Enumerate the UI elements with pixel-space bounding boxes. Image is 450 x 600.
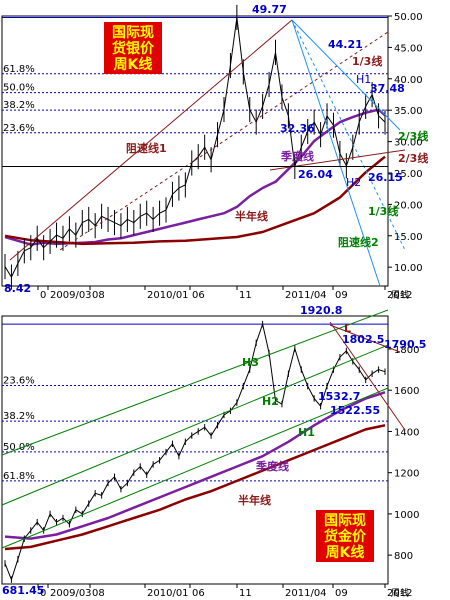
x-tick-label: 11 [239, 290, 252, 301]
price-label: 1522.55 [330, 404, 380, 417]
y-tick-label: 15.00 [394, 232, 423, 243]
series-line-half-year-ma [4, 155, 386, 246]
annotation-label: H2 [346, 176, 361, 189]
l-line [329, 324, 401, 353]
chart-title: 国际现 [112, 25, 154, 41]
x-tick-label: 08 [92, 588, 105, 599]
fib-label: 50.0% [3, 83, 35, 94]
price-label: 1790.5 [384, 338, 426, 351]
chart-title: 国际现 [324, 513, 366, 529]
annotation-label: 半年线 [238, 493, 271, 507]
x-tick-label: 2010/01 [147, 290, 189, 301]
price-label: 8.42 [4, 282, 31, 295]
x-tick-label: 2012 [387, 290, 412, 301]
series-line-quarter-ma [4, 391, 386, 540]
annotation-label: 1/3线 [352, 54, 382, 68]
price-label: 26.15 [368, 171, 403, 184]
y-tick-label: 30.00 [394, 138, 423, 149]
fan-line [291, 19, 401, 131]
annotation-label: H1 [356, 73, 371, 86]
title-box [316, 510, 374, 562]
y-tick-label: 1800 [394, 345, 419, 356]
chart-title: 周K线 [114, 56, 153, 73]
x-tick-label: 0 [40, 588, 46, 599]
fib-label: 61.8% [3, 64, 35, 75]
fib-label: 23.6% [3, 123, 35, 134]
x-tick-label: 2010/01 [147, 588, 189, 599]
fib-label: 38.2% [3, 411, 35, 422]
series-line-price [4, 323, 386, 581]
y-tick-label: 10.00 [394, 263, 423, 274]
price-label: 44.21 [328, 38, 363, 51]
annotation-label: 季度线 [280, 149, 314, 163]
x-tick-label: 2011/04 [285, 290, 327, 301]
title-box [104, 22, 162, 74]
price-label: 49.77 [252, 3, 287, 16]
price-label: 26.04 [298, 168, 333, 181]
plot-frame [1, 15, 389, 287]
x-tick-label: 11 [239, 588, 252, 599]
annotation-label: 2/3线 [398, 129, 428, 143]
resistance-line-2 [291, 19, 381, 287]
series-line-half-year-ma [4, 424, 386, 551]
y-tick-label: 1400 [394, 427, 419, 438]
annotation-label: H2 [262, 395, 279, 408]
annotation-label: H1 [298, 426, 315, 439]
x-tick-label: 2012 [387, 588, 412, 599]
x-tick-label: 06 [192, 588, 205, 599]
annotation-label: 阻速线2 [338, 235, 379, 249]
x-tick-label: 0 [40, 290, 46, 301]
x-tick-label: 09 [335, 290, 348, 301]
x-axis-label: 周线 [391, 289, 409, 301]
y-tick-label: 1600 [394, 386, 419, 397]
y-tick-label: 800 [394, 551, 413, 562]
x-tick-label: 2011/04 [285, 588, 327, 599]
annotation-label: 季度线 [255, 459, 289, 473]
annotation-label: H3 [242, 356, 259, 369]
chart-title: 货银价 [111, 40, 155, 57]
x-tick-label: 06 [192, 290, 205, 301]
resistance-line-1 [9, 19, 293, 261]
y-tick-label: 20.00 [394, 200, 423, 211]
chart-title: 货金价 [323, 528, 367, 545]
chart-panel-gold: 23.6% 38.2% 50.0% 61.8% 1800 1600 1400 1200 1000… [1, 315, 419, 599]
price-label: 32.36 [280, 122, 315, 135]
y-tick-label: 45.00 [394, 43, 423, 54]
channel-line-h1 [1, 387, 389, 549]
fib-label: 23.6% [3, 375, 35, 386]
price-label: 681.45 [2, 584, 44, 597]
y-tick-label: 1200 [394, 469, 419, 480]
fib-label: 61.8% [3, 471, 35, 482]
fib-label: 50.0% [3, 442, 35, 453]
price-label: 37.48 [370, 82, 405, 95]
x-tick-label: 08 [92, 290, 105, 301]
y-tick-label: 50.00 [394, 12, 423, 23]
annotation-label: 阻速线1 [126, 141, 167, 155]
channel-line-h2 [1, 344, 389, 506]
x-axis-label: 周线 [391, 587, 409, 599]
price-label: 1532.7 [318, 390, 360, 403]
chart-title: 周K线 [326, 544, 365, 561]
y-tick-label: 35.00 [394, 106, 423, 117]
resistance-line-2b [291, 19, 406, 251]
fib-label: 38.2% [3, 100, 35, 111]
annotation-label: L [344, 322, 351, 335]
x-tick-label: 2009/03 [50, 588, 92, 599]
x-tick-label: 2009/03 [50, 290, 92, 301]
y-tick-label: 1000 [394, 510, 419, 521]
y-tick-label: 25.00 [394, 169, 423, 180]
down-trend-line [329, 321, 406, 431]
annotation-label: 2/3线 [398, 151, 428, 165]
annotation-label: 1/3线 [368, 204, 398, 218]
price-label: 1802.5 [342, 333, 384, 346]
y-tick-label: 40.00 [394, 75, 423, 86]
annotation-label: 半年线 [235, 209, 268, 223]
price-label: 1920.8 [300, 304, 342, 317]
channel-line-h3 [1, 309, 389, 456]
x-tick-label: 09 [335, 588, 348, 599]
